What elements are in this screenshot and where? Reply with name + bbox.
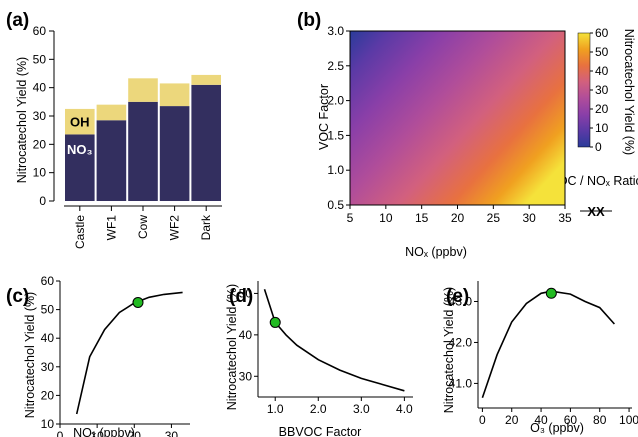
bar-wf1-oh (96, 104, 127, 121)
bar-castle-oh (65, 108, 95, 135)
panel-e-label: (e) (446, 286, 469, 307)
colorbar (577, 32, 591, 148)
panel-e-ytick-label: 42.0 (449, 335, 473, 349)
panel-c-xlabel: NOₓ (ppbv) (73, 426, 135, 437)
panel-b-ytick-label: 0.5 (327, 198, 344, 212)
panel-a-xtick-label: WF2 (168, 215, 182, 241)
panel-b-ytick-label: 2.5 (327, 59, 344, 73)
bar-cow-no3 (128, 101, 158, 201)
colorbar-label: Nitrocatechol Yield (%) (622, 29, 636, 155)
panel-e-xtick-label: 80 (593, 413, 607, 427)
panel-c-series-line (75, 291, 183, 415)
ratio-legend-label: VOC / NOₓ Ratio (549, 174, 638, 188)
contour-15 (350, 228, 565, 239)
panel-c-xtick-label: 30 (165, 429, 179, 437)
panel-d-label: (d) (229, 286, 253, 307)
panel-c-xtick-label: 20 (128, 429, 142, 437)
panel-d-ytick-label: 30 (239, 369, 253, 383)
panel-e-ytick-label: 41.0 (449, 376, 473, 390)
panel-d-ytick-label: 50 (239, 286, 253, 300)
panel-a-xtick-label: Dark (199, 214, 213, 240)
panel-d-ytick-label: 40 (239, 328, 253, 342)
panel-b-ytick-label: 3.0 (327, 24, 344, 38)
panel-a-ylabel: Nitrocatechol Yield (%) (15, 57, 29, 183)
series-label-oh: OH (70, 115, 90, 130)
panel-e-xtick-label: 60 (564, 413, 578, 427)
panel-b-ytick-label: 2.0 (327, 94, 344, 108)
panel-c-xtick-label: 0 (57, 429, 64, 437)
bar-wf2-no3 (159, 106, 190, 201)
colorbar-tick-label: 0 (595, 140, 602, 154)
panel-a-xtick-label: Cow (136, 215, 150, 239)
panel-e-series-line (481, 290, 615, 399)
panel-d-xtick-label: 3.0 (353, 402, 370, 416)
panel-b-xtick-label: 20 (451, 211, 465, 225)
series-label-no3: NO₃ (67, 142, 93, 157)
panel-c-label: (c) (6, 286, 29, 307)
panel-c-ytick-label: 30 (41, 360, 55, 374)
panel-a-label: (a) (6, 10, 29, 31)
panel-d-xtick-label: 4.0 (396, 402, 413, 416)
panel-e-ytick-label: 43.0 (449, 294, 473, 308)
panel-d-xtick-label: 2.0 (310, 402, 327, 416)
panel-d-series-line (263, 289, 405, 392)
panel-c-xtick-label: 10 (90, 429, 104, 437)
panel-a-ytick-label: 0 (39, 194, 46, 208)
panel-b-xtick-label: 30 (522, 211, 536, 225)
panel-b-heatmap (350, 31, 565, 205)
plot-layer: 0102030405060CastleWF1CowWF2DarkOHNO₃150… (33, 24, 638, 437)
panel-a-ytick-label: 20 (33, 137, 47, 151)
panel-c-ytick-label: 10 (41, 417, 55, 431)
panel-b-xtick-label: 15 (415, 211, 429, 225)
panel-c-ytick-label: 60 (41, 274, 55, 288)
panel-b-xtick-label: 10 (379, 211, 393, 225)
panel-d-ylabel: Nitrocatechol Yield (%) (225, 284, 239, 410)
bar-dark-oh (191, 74, 221, 85)
colorbar-tick-label: 60 (595, 26, 609, 40)
panel-a-xtick-label: Castle (73, 215, 87, 249)
panel-b-ylabel: VOC Factor (317, 84, 331, 150)
panel-b-label: (b) (297, 10, 321, 31)
panel-b-xtick-label: 35 (558, 211, 572, 225)
panel-c-marker-point (132, 296, 144, 308)
panel-b-ytick-label: 1.5 (327, 128, 344, 142)
bar-wf2-oh (159, 83, 190, 107)
panel-e-xlabel: O₃ (ppbv) (530, 421, 584, 435)
panel-c-ytick-label: 20 (41, 388, 55, 402)
colorbar-tick-label: 20 (595, 102, 609, 116)
panel-e-marker-point (545, 287, 557, 299)
bar-dark-no3 (191, 84, 221, 201)
panel-e-xtick-label: 0 (479, 413, 486, 427)
panel-b-ytick-label: 1.0 (327, 163, 344, 177)
panel-d-xtick-label: 1.0 (267, 402, 284, 416)
panel-a-ytick-label: 50 (33, 52, 47, 66)
panel-d-xlabel: BBVOC Factor (279, 425, 362, 437)
panel-c-ytick-label: 50 (41, 303, 55, 317)
colorbar-tick-label: 30 (595, 83, 609, 97)
panel-b-xtick-label: 5 (347, 211, 354, 225)
panel-e-xtick-label: 40 (534, 413, 548, 427)
colorbar-tick-label: 40 (595, 64, 609, 78)
contour-10 (350, 232, 565, 239)
panel-c-ylabel: Nitrocatechol Yield (%) (23, 292, 37, 418)
panel-a-ytick-label: 40 (33, 81, 47, 95)
bar-castle-no3 (65, 134, 95, 201)
colorbar-tick-label: 50 (595, 45, 609, 59)
panel-a-ytick-label: 60 (33, 24, 47, 38)
panel-b-xtick-label: 25 (487, 211, 501, 225)
panel-a-xtick-label: WF1 (104, 215, 118, 241)
contour-20 (350, 224, 565, 238)
panel-a-ytick-label: 10 (33, 166, 47, 180)
panel-b-xlabel: NOₓ (ppbv) (405, 245, 467, 259)
panel-e-xtick-label: 100 (619, 413, 638, 427)
panel-d-marker-point (269, 316, 281, 328)
panel-c-ytick-label: 40 (41, 331, 55, 345)
panel-a-ytick-label: 30 (33, 109, 47, 123)
bar-wf1-no3 (96, 120, 127, 201)
colorbar-tick-label: 10 (595, 121, 609, 135)
panel-e-ylabel: Nitrocatechol Yield (%) (442, 287, 456, 413)
panel-e-xtick-label: 20 (505, 413, 519, 427)
bar-cow-oh (128, 78, 158, 102)
